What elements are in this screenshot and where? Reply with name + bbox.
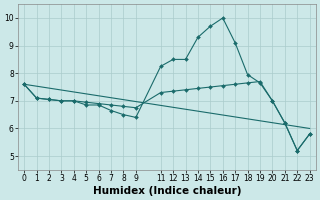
X-axis label: Humidex (Indice chaleur): Humidex (Indice chaleur) — [93, 186, 241, 196]
